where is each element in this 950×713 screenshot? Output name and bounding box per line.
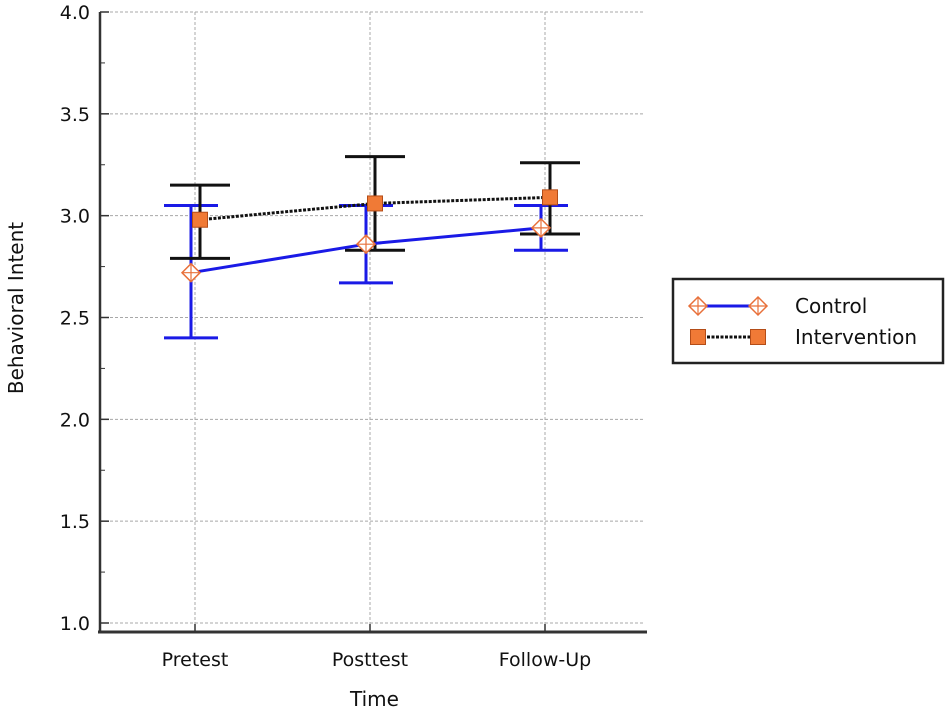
legend-label-control: Control (795, 294, 867, 318)
y-tick-label: 1.0 (60, 613, 90, 635)
axes (98, 12, 647, 634)
x-tick-label: Posttest (332, 649, 408, 671)
x-ticks: Pretest Posttest Follow-Up (162, 624, 591, 671)
grid (100, 11, 645, 632)
data-point (367, 195, 383, 212)
legend-box (671, 277, 945, 365)
data-point (542, 189, 558, 206)
series-intervention (192, 189, 558, 228)
legend: Control Intervention (671, 277, 945, 365)
y-tick-label: 3.0 (60, 206, 90, 228)
x-axis-title: Time (349, 687, 399, 711)
legend-marker (750, 329, 766, 345)
data-point (192, 211, 208, 228)
x-tick-label: Follow-Up (499, 649, 591, 671)
series-layer (164, 155, 580, 340)
y-tick-label: 1.5 (60, 511, 90, 533)
series-control-errorbars (164, 203, 568, 340)
y-tick-label: 3.5 (60, 104, 90, 126)
x-tick-label: Pretest (162, 649, 229, 671)
legend-marker (690, 329, 706, 345)
y-tick-label: 2.0 (60, 409, 90, 431)
y-ticks: 1.0 1.5 2.0 2.5 3.0 3.5 4.0 (60, 2, 109, 635)
y-axis-title: Behavioral Intent (4, 222, 28, 394)
series-control (180, 217, 552, 283)
y-tick-label: 4.0 (60, 2, 90, 24)
y-tick-label: 2.5 (60, 308, 90, 330)
legend-label-intervention: Intervention (795, 325, 917, 349)
